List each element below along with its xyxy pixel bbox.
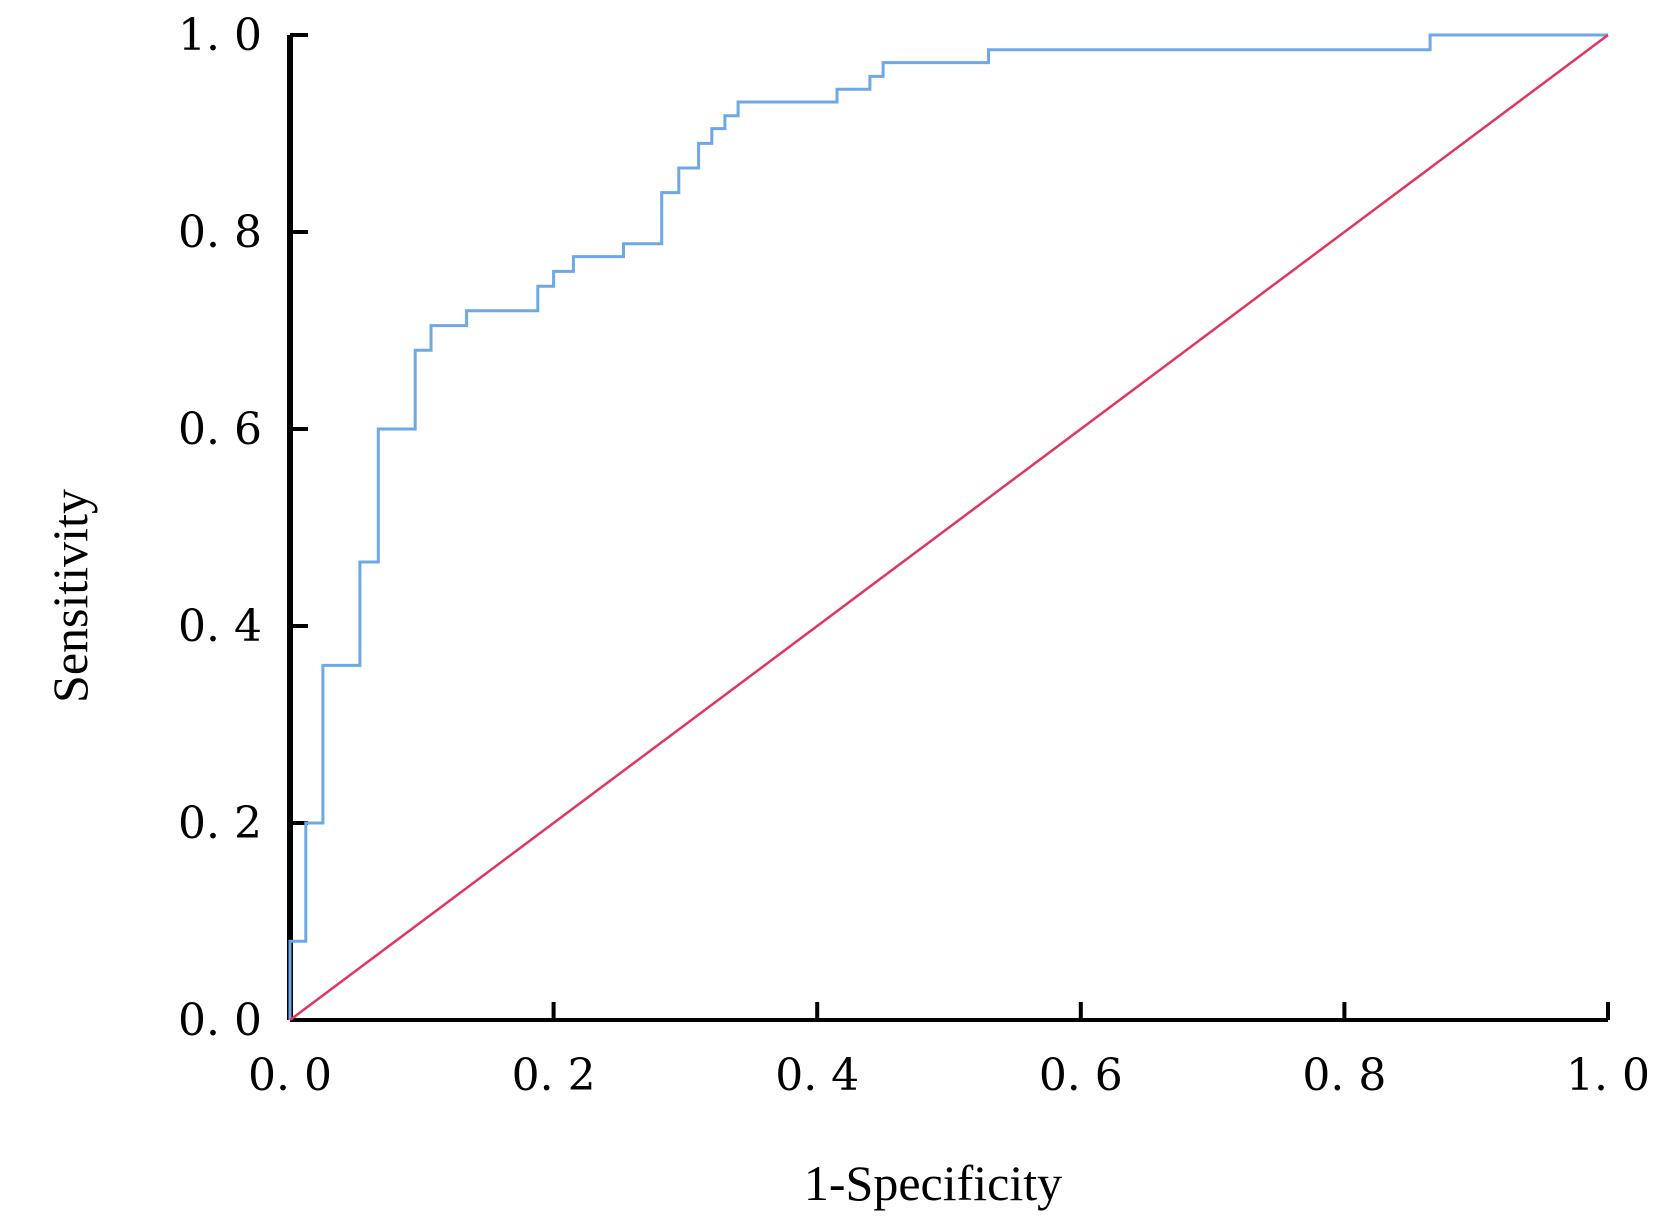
- y-axis: 0. 0 0. 2 0. 4 0. 6 0. 8 1. 0: [178, 10, 308, 1046]
- x-axis-title: 1-Specificity: [804, 1155, 1062, 1211]
- x-tick-label: 0. 2: [512, 1050, 596, 1101]
- x-tick-label: 0. 6: [1039, 1050, 1123, 1101]
- roc-curve-line: [288, 33, 1608, 1020]
- x-axis: 0. 0 0. 2 0. 4 0. 6 0. 8 1. 0: [248, 1002, 1650, 1101]
- y-tick-label: 0. 4: [178, 601, 262, 652]
- series-layer: [288, 33, 1609, 1022]
- y-tick-label: 0. 6: [178, 404, 262, 455]
- y-tick-label: 0. 0: [178, 995, 262, 1046]
- y-tick-label: 1. 0: [178, 10, 262, 61]
- y-tick-label: 0. 2: [178, 798, 262, 849]
- y-tick-label: 0. 8: [178, 207, 262, 258]
- x-tick-label: 0. 0: [248, 1050, 332, 1101]
- x-tick-label: 1. 0: [1566, 1050, 1650, 1101]
- reference-diagonal-line: [289, 33, 1609, 1022]
- x-tick-label: 0. 4: [775, 1050, 859, 1101]
- x-tick-label: 0. 8: [1302, 1050, 1386, 1101]
- y-axis-title: Sensitivity: [42, 489, 98, 703]
